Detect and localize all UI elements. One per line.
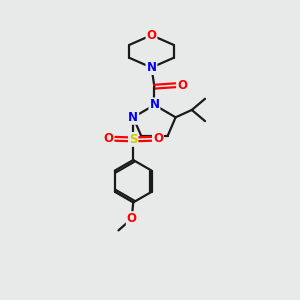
Text: N: N: [149, 98, 159, 111]
Text: O: O: [177, 79, 187, 92]
Text: S: S: [129, 133, 137, 146]
Text: O: O: [146, 29, 157, 42]
Text: O: O: [153, 132, 163, 145]
Text: N: N: [146, 61, 157, 74]
Text: N: N: [128, 111, 138, 124]
Text: O: O: [127, 212, 137, 225]
Text: O: O: [103, 132, 113, 145]
